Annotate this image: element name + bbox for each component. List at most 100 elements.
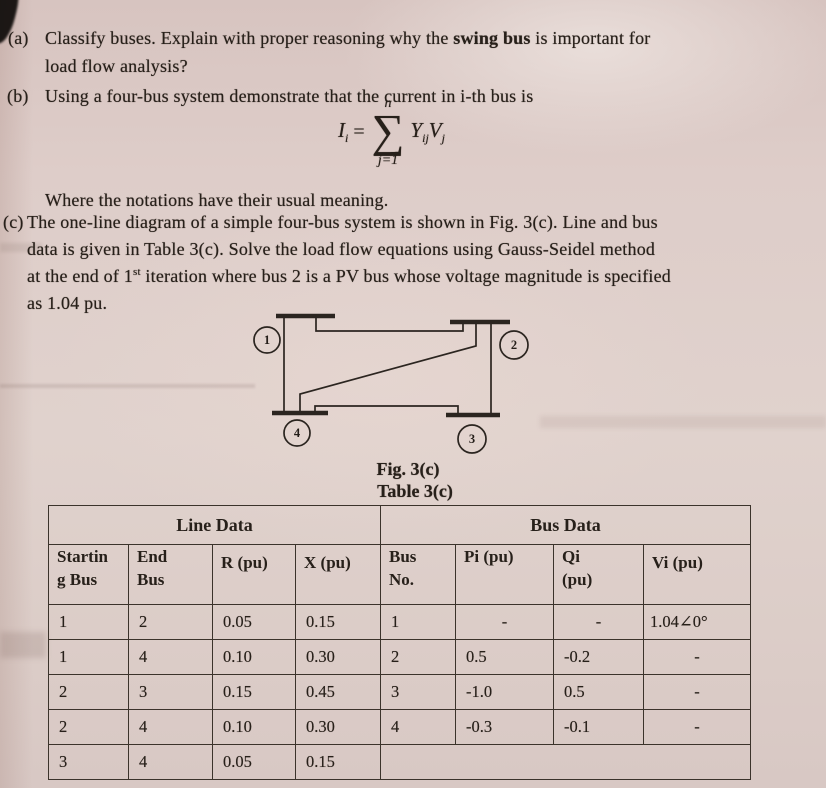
cell-r-pu: 0.15 (212, 674, 296, 710)
equation-lhs-subscript: i (345, 131, 349, 146)
one-line-diagram: 1 2 4 3 (253, 313, 529, 454)
bus-number-1: 1 (264, 333, 270, 347)
equals-sign: = (353, 120, 365, 143)
header-text: Startin (57, 547, 108, 566)
column-header-bus-no: Bus No. (380, 544, 456, 605)
cell-r-pu: 0.05 (212, 744, 296, 780)
sigma-symbol: ∑ (371, 105, 405, 156)
cell-start-bus: 1 (48, 639, 129, 675)
cell-bus-no: 1 (380, 604, 456, 640)
cell-start-bus: 1 (48, 604, 129, 640)
admittance-subscript: ij (422, 131, 429, 146)
scan-smudge (0, 632, 46, 658)
current-equation: Ii = n ∑ j=1 YijVj (338, 97, 445, 168)
question-a-text-post: is important for (530, 28, 651, 48)
cell-pi: 0.5 (455, 639, 554, 675)
column-header-qi-pu: Qi (pu) (553, 544, 644, 605)
line-1-2 (315, 316, 464, 332)
equation-lhs-symbol: I (338, 118, 345, 143)
question-c-text-pre: at the end of 1 (27, 266, 133, 286)
equation-rhs-term: YijVj (410, 118, 445, 146)
table-row: 2 4 0.10 0.30 4 -0.3 -0.1 - (48, 709, 752, 745)
table-caption: Table 3(c) (377, 481, 453, 501)
column-header-r-pu: R (pu) (212, 544, 296, 605)
section-header-line-data: Line Data (48, 505, 381, 545)
bus-number-3: 3 (469, 432, 475, 446)
question-a-line1: Classify buses. Explain with proper reas… (45, 28, 650, 49)
header-text: No. (389, 569, 415, 589)
header-text: Vi (pu) (652, 553, 703, 572)
question-a-label: (a) (8, 28, 29, 48)
column-header-end-bus: End Bus (128, 544, 213, 605)
cell-bus-no: 3 (380, 674, 456, 710)
cell-r-pu: 0.05 (212, 604, 296, 640)
question-c-line4: as 1.04 pu. (27, 293, 108, 313)
header-text: Pi (pu) (464, 547, 514, 566)
section-header-bus-data: Bus Data (379, 505, 752, 545)
bus-number-4: 4 (294, 426, 301, 440)
cell-x-pu: 0.45 (295, 674, 381, 710)
question-b-line1: Using a four-bus system demonstrate that… (45, 86, 534, 106)
equation-lhs: Ii (338, 118, 348, 146)
question-b-label: (b) (7, 86, 29, 106)
question-c-line2: data is given in Table 3(c). Solve the l… (27, 239, 656, 259)
ordinal-superscript: st (132, 266, 141, 278)
cell-x-pu: 0.15 (295, 604, 381, 640)
cell-qi: - (553, 604, 644, 640)
header-text: g Bus (57, 569, 98, 589)
cell-bus-no: 2 (380, 639, 456, 675)
cell-r-pu: 0.10 (212, 639, 296, 675)
cell-pi: -0.3 (455, 709, 554, 745)
cell-end-bus: 2 (128, 604, 213, 640)
cell-start-bus: 2 (48, 674, 129, 710)
cell-end-bus: 4 (128, 709, 213, 745)
cell-pi: -1.0 (455, 674, 554, 710)
header-text: Qi (562, 547, 580, 566)
figure-caption: Fig. 3(c) (376, 459, 440, 479)
scan-smudge (540, 416, 826, 428)
column-header-row: Startin g Bus End Bus R (pu) X (pu) Bus No.… (48, 544, 752, 605)
question-c-line1: The one-line diagram of a simple four-bu… (27, 212, 658, 232)
column-header-pi-pu: Pi (pu) (455, 544, 554, 605)
voltage-symbol: V (428, 118, 442, 143)
cell-end-bus: 3 (128, 674, 213, 710)
summation-lower-limit: j=1 (377, 152, 399, 168)
cell-r-pu: 0.10 (212, 709, 296, 745)
header-text: X (pu) (304, 553, 351, 572)
cell-vi: - (642, 709, 752, 745)
summation-upper-limit: n (384, 96, 392, 111)
header-text: R (pu) (221, 553, 268, 572)
table-row: 1 2 0.05 0.15 1 - - 1.04∠0° (48, 604, 752, 640)
header-text: Bus (389, 547, 417, 566)
cell-x-pu: 0.30 (295, 639, 381, 675)
header-text: Bus (137, 569, 165, 589)
line-and-bus-data-table: Line Data Bus Data Startin g Bus End Bus R… (48, 505, 752, 780)
cell-qi: -0.2 (553, 639, 644, 675)
question-a-line2: load flow analysis? (45, 56, 188, 76)
question-c-text-post: iteration where bus 2 is a PV bus whose … (140, 266, 671, 286)
cell-vi: - (642, 639, 752, 675)
cell-vi: - (642, 674, 752, 710)
header-text: End (137, 547, 168, 566)
notation-note: Where the notations have their usual mea… (45, 190, 389, 210)
column-header-x-pu: X (pu) (295, 544, 381, 605)
cell-start-bus: 3 (48, 744, 129, 780)
column-header-vi-pu: Vi (pu) (642, 544, 752, 605)
cell-bus-empty (379, 744, 752, 780)
table-row: 3 4 0.05 0.15 (48, 744, 752, 780)
cell-x-pu: 0.15 (295, 744, 381, 780)
column-header-starting-bus: Startin g Bus (48, 544, 129, 605)
question-c-line3: at the end of 1st iteration where bus 2 … (27, 266, 671, 287)
bus-circle-1 (253, 326, 281, 354)
cell-vi: 1.04∠0° (642, 604, 752, 640)
line-2-4 (299, 322, 477, 413)
cell-qi: 0.5 (553, 674, 644, 710)
bus-circle-2 (499, 330, 529, 360)
bus-number-2: 2 (511, 338, 517, 352)
bus-circle-3 (457, 424, 487, 454)
cell-qi: -0.1 (553, 709, 644, 745)
bus-circle-4 (283, 419, 311, 447)
header-text: (pu) (562, 569, 593, 589)
table-row: 1 4 0.10 0.30 2 0.5 -0.2 - (48, 639, 752, 675)
